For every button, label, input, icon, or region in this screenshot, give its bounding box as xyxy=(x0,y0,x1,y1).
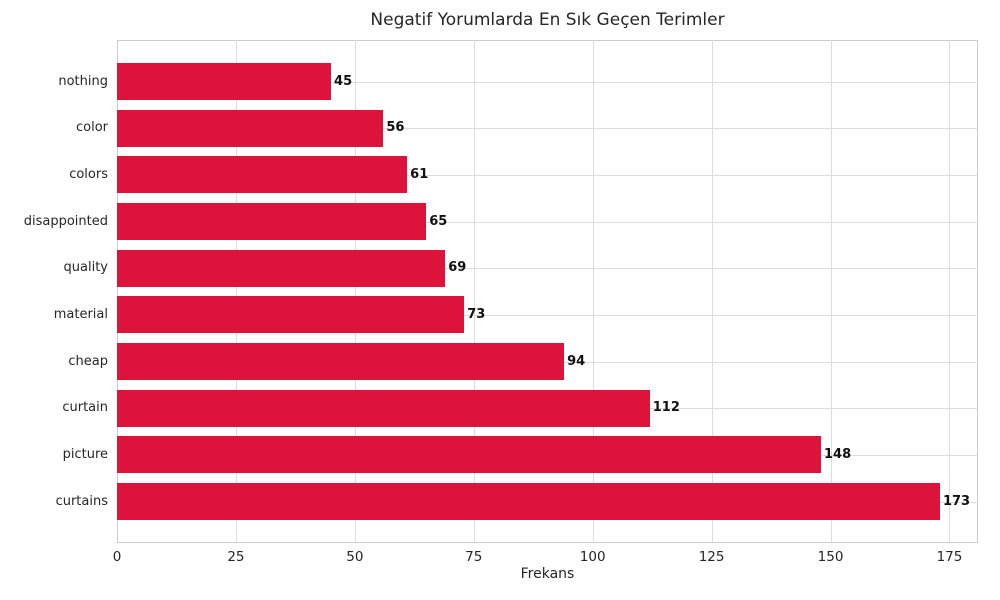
x-gridline xyxy=(473,40,475,543)
top-spine xyxy=(117,40,978,41)
x-tick-label: 100 xyxy=(579,549,606,565)
bar-value-label: 56 xyxy=(386,120,405,136)
bar-disappointed xyxy=(117,203,427,240)
bar-value-label: 45 xyxy=(334,73,353,89)
bar-value-label: 173 xyxy=(942,493,971,509)
x-tick-label: 0 xyxy=(112,549,122,565)
bar-curtain xyxy=(117,389,650,427)
y-tick-label: curtain xyxy=(62,400,108,416)
bar-color xyxy=(117,109,384,147)
y-gridline xyxy=(117,174,978,176)
bar-value-label: 69 xyxy=(448,260,467,276)
y-tick-label: colors xyxy=(69,166,108,182)
x-tick-label: 175 xyxy=(936,549,963,565)
y-tick-label: curtains xyxy=(55,493,108,509)
y-gridline xyxy=(117,221,978,223)
x-tick-label: 75 xyxy=(465,549,483,565)
bar-material xyxy=(117,296,465,334)
left-spine xyxy=(117,40,118,543)
bar-value-label: 61 xyxy=(410,166,429,182)
x-tick-label: 25 xyxy=(227,549,245,565)
y-tick-label: material xyxy=(53,306,108,322)
bar-value-label: 112 xyxy=(652,400,680,416)
x-tick-label: 50 xyxy=(346,549,364,565)
x-tick-label: 125 xyxy=(698,549,725,565)
y-gridline xyxy=(117,128,978,130)
bottom-spine xyxy=(117,542,978,543)
chart-title: Negatif Yorumlarda En Sık Geçen Terimler xyxy=(370,10,725,30)
bar-value-label: 73 xyxy=(467,306,486,322)
bar-colors xyxy=(117,156,408,194)
y-gridline xyxy=(117,314,978,316)
y-gridline xyxy=(117,268,978,270)
y-tick-label: picture xyxy=(62,446,108,462)
x-gridline xyxy=(354,40,356,543)
x-gridline xyxy=(830,40,832,543)
bar-value-label: 148 xyxy=(824,446,852,462)
right-spine xyxy=(977,40,978,543)
plot-area: 45 56 61 65 69 73 94 112 148 173 xyxy=(117,40,978,543)
y-tick-label: nothing xyxy=(58,73,108,89)
bar-nothing xyxy=(117,63,332,100)
bar-curtains xyxy=(117,483,940,520)
y-tick-label: color xyxy=(75,120,108,136)
x-gridline xyxy=(949,40,951,543)
y-gridline xyxy=(117,81,978,83)
y-tick-label: quality xyxy=(63,260,108,276)
y-tick-label: disappointed xyxy=(23,213,108,229)
x-tick-label: 150 xyxy=(817,549,844,565)
x-gridline xyxy=(592,40,594,543)
x-gridline xyxy=(711,40,713,543)
bar-picture xyxy=(117,436,822,474)
bar-value-label: 94 xyxy=(567,353,586,369)
x-axis-label: Frekans xyxy=(520,566,575,582)
x-gridline xyxy=(235,40,237,543)
bar-value-label: 65 xyxy=(429,213,448,229)
bar-cheap xyxy=(117,343,565,380)
y-tick-label: cheap xyxy=(68,353,108,369)
bar-quality xyxy=(117,249,446,287)
